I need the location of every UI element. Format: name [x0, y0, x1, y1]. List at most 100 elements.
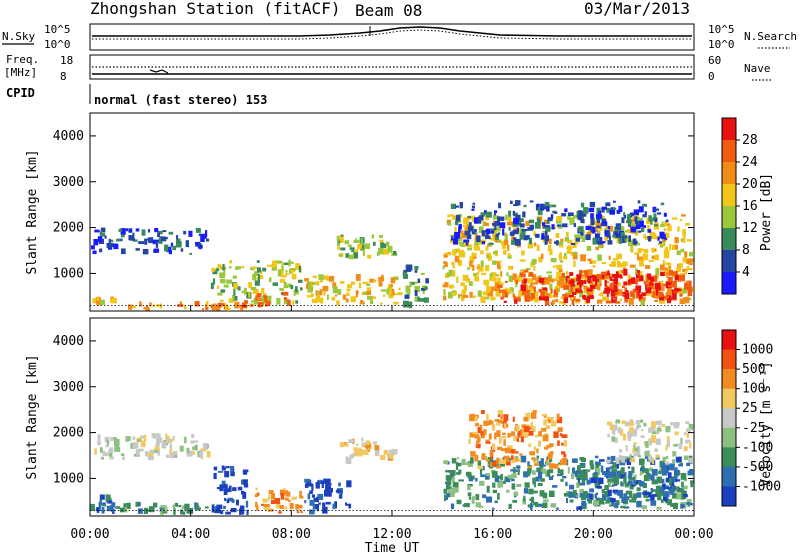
velocity-cell-7-257 [570, 491, 576, 498]
power-cell-0-74 [128, 230, 132, 233]
power-cell-8-439 [647, 225, 651, 231]
velocity-cell-8-97 [523, 416, 529, 422]
power-cell-11-200 [601, 218, 607, 222]
velocity-cell-8-140 [504, 447, 511, 454]
power-colorbar-tick-label-6: 28 [742, 133, 758, 148]
velocity-cell-10-92 [634, 447, 638, 452]
power-cell-2-26 [221, 303, 225, 306]
velocity-cell-8-19 [513, 451, 519, 454]
velocity-ytick-label-0: 1000 [53, 471, 84, 486]
velocity-cell-2-14 [135, 501, 140, 507]
power-cell-3-76 [222, 264, 225, 271]
power-colorbar-tick-label-4: 20 [742, 177, 758, 192]
power-cell-3-72 [283, 298, 289, 305]
power-cell-4-14 [256, 297, 262, 301]
power-cell-9-104 [514, 298, 518, 304]
velocity-colorbar-tick-label-4: -25 [742, 421, 765, 436]
velocity-cell-5-40 [304, 500, 307, 504]
velocity-cell-8-2 [554, 463, 559, 469]
velocity-cell-9-72 [614, 479, 619, 485]
velocity-cell-7-197 [667, 499, 673, 506]
power-cell-8-75 [505, 214, 508, 221]
velocity-cell-9-164 [631, 496, 636, 503]
velocity-cell-10-20 [636, 446, 641, 453]
velocity-cell-8-15 [503, 439, 506, 447]
power-cell-9-100 [621, 270, 624, 274]
power-cell-11-183 [509, 232, 515, 236]
power-cell-2-28 [225, 304, 228, 311]
power-cell-11-89 [471, 205, 475, 209]
velocity-cell-0-63 [126, 436, 131, 442]
velocity-colorbar-tick-label-7: -1000 [742, 479, 781, 494]
velocity-cell-10-9 [655, 420, 662, 425]
power-cell-11-20 [607, 240, 613, 245]
velocity-cell-7-251 [467, 485, 471, 491]
power-cell-9-50 [589, 289, 594, 295]
velocity-cell-0-65 [132, 442, 139, 449]
power-cell-11-32 [573, 223, 576, 228]
power-cell-5-59 [323, 290, 326, 296]
power-cell-8-419 [458, 294, 461, 299]
power-colorbar-tick-label-0: 4 [742, 265, 750, 280]
power-cell-9-144 [569, 272, 574, 276]
power-cell-0-71 [104, 235, 107, 239]
power-cell-7-11 [414, 285, 421, 293]
power-cell-4-4 [257, 302, 262, 308]
power-cell-0-60 [118, 228, 122, 232]
power-cell-8-229 [676, 250, 681, 256]
power-cell-8-530 [505, 288, 512, 295]
power-cell-9-142 [497, 284, 503, 288]
velocity-cell-9-131 [639, 481, 645, 487]
power-cell-5-28 [388, 284, 393, 291]
velocity-cell-8-55 [480, 431, 485, 436]
velocity-cell-9-122 [581, 501, 586, 508]
velocity-cell-5-1 [315, 482, 320, 489]
power-cell-8-449 [542, 224, 545, 229]
power-cell-9-81 [660, 271, 665, 276]
velocity-cell-6-41 [357, 450, 363, 457]
velocity-cell-5-10 [309, 499, 315, 506]
nsearch-tick-low: 10^0 [708, 38, 735, 51]
velocity-cell-4-4 [278, 511, 282, 514]
velocity-cell-0-28 [191, 450, 195, 455]
power-cell-8-355 [663, 250, 670, 253]
power-cell-3-9 [271, 265, 277, 271]
power-colorbar-tick-label-5: 24 [742, 155, 758, 170]
power-cell-0-75 [144, 238, 148, 245]
velocity-cell-10-85 [629, 421, 635, 426]
power-cell-8-132 [512, 293, 515, 298]
velocity-cell-7-105 [648, 467, 653, 472]
power-cell-9-85 [679, 293, 683, 297]
power-cell-8-47 [579, 291, 584, 298]
power-cell-8-557 [565, 294, 571, 298]
power-cell-0-54 [157, 230, 163, 235]
velocity-cell-10-73 [651, 435, 657, 439]
velocity-cell-7-344 [548, 476, 553, 480]
xtick-label-5: 20:00 [574, 527, 613, 542]
power-cell-11-174 [598, 210, 602, 216]
power-cell-11-117 [450, 237, 454, 241]
velocity-cell-7-231 [464, 462, 470, 465]
power-cell-9-37 [538, 288, 543, 293]
power-cell-9-174 [527, 292, 530, 299]
velocity-cell-7-174 [615, 500, 620, 506]
velocity-cell-9-93 [612, 489, 619, 493]
power-cell-0-78 [147, 238, 153, 241]
power-cell-11-143 [633, 209, 639, 216]
power-cell-11-196 [451, 236, 454, 240]
velocity-cell-7-345 [511, 478, 515, 482]
power-cell-8-243 [664, 232, 670, 239]
velocity-cell-7-247 [446, 480, 452, 486]
power-cell-9-177 [500, 290, 503, 293]
power-cell-8-163 [471, 215, 476, 222]
power-cell-8-171 [639, 259, 644, 267]
velocity-cell-8-31 [527, 466, 533, 469]
velocity-cell-10-8 [621, 455, 625, 463]
velocity-cell-9-151 [638, 481, 641, 485]
power-cell-8-221 [580, 254, 586, 262]
power-cell-3-5 [268, 297, 272, 305]
power-cell-10-28 [577, 282, 583, 285]
velocity-cell-10-62 [665, 461, 669, 465]
power-cell-0-64 [100, 227, 106, 233]
power-cell-10-8 [636, 276, 641, 281]
